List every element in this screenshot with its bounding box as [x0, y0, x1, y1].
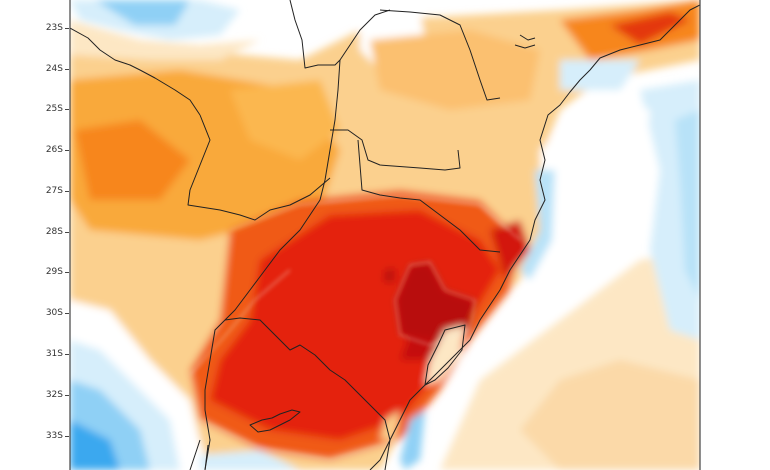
latitude-tick-mark [65, 272, 69, 273]
latitude-tick-mark [65, 150, 69, 151]
latitude-tick-mark [65, 436, 69, 437]
latitude-tick-mark [65, 354, 69, 355]
latitude-tick-mark [65, 313, 69, 314]
latitude-tick-label: 32S [45, 390, 63, 400]
latitude-tick-mark [65, 69, 69, 70]
latitude-tick-label: 28S [45, 227, 63, 237]
color-field [70, 0, 700, 470]
latitude-tick-label: 24S [45, 64, 63, 74]
latitude-tick-label: 31S [45, 349, 63, 359]
latitude-tick-mark [65, 395, 69, 396]
latitude-tick-label: 25S [45, 104, 63, 114]
latitude-tick-label: 29S [45, 267, 63, 277]
contour-lines [189, 195, 521, 461]
country-state-borders [70, 0, 700, 470]
latitude-tick-mark [65, 109, 69, 110]
latitude-tick-label: 23S [45, 23, 63, 33]
latitude-tick-mark [65, 232, 69, 233]
latitude-tick-label: 27S [45, 186, 63, 196]
latitude-tick-label: 33S [45, 431, 63, 441]
latitude-tick-label: 26S [45, 145, 63, 155]
latitude-tick-label: 30S [45, 308, 63, 318]
latitude-tick-mark [65, 28, 69, 29]
latitude-tick-mark [65, 191, 69, 192]
